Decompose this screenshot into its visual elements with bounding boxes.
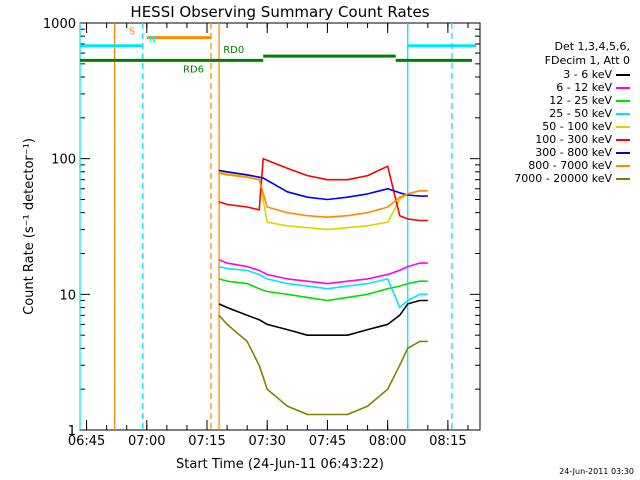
series-line	[218, 278, 428, 302]
footer-timestamp: 24-Jun-2011 03:30	[559, 467, 634, 476]
x-tick-label: 08:00	[369, 434, 406, 449]
legend-swatch	[616, 113, 630, 115]
y-tick-label: 10	[59, 288, 76, 303]
x-tick-label: 07:45	[309, 434, 346, 449]
series-line	[218, 265, 428, 309]
x-tick-label: 07:15	[188, 434, 225, 449]
legend-swatch	[616, 74, 630, 76]
legend-entry: 800 - 7000 keV	[490, 159, 630, 172]
legend-entry-label: 7000 - 20000 keV	[514, 172, 612, 185]
legend-entry: 3 - 6 keV	[490, 68, 630, 81]
legend-swatch	[616, 178, 630, 180]
attenuator-label: RD0	[223, 45, 244, 56]
legend-entry-label: 800 - 7000 keV	[528, 159, 612, 172]
legend-rows: 3 - 6 keV 6 - 12 keV 12 - 25 keV 25 - 50 ke…	[490, 68, 630, 185]
legend-entry: 6 - 12 keV	[490, 81, 630, 94]
series-line	[218, 169, 428, 201]
legend: Det 1,3,4,5,6, FDecim 1, Att 0 3 - 6 keV…	[490, 40, 630, 185]
legend-swatch	[616, 126, 630, 128]
legend-swatch	[616, 87, 630, 89]
y-axis-label: Count Rate (s⁻¹ detector⁻¹)	[22, 138, 37, 315]
attenuator-label: RD6	[183, 64, 204, 75]
series-line	[218, 157, 428, 222]
x-tick-label: 08:15	[429, 434, 466, 449]
y-tick-label: 1	[68, 424, 76, 439]
x-tick-label: 07:00	[128, 434, 165, 449]
legend-entry: 7000 - 20000 keV	[490, 172, 630, 185]
legend-entry-label: 50 - 100 keV	[542, 120, 612, 133]
legend-entry-label: 300 - 800 keV	[535, 146, 612, 159]
y-tick-label: 100	[51, 153, 76, 168]
legend-entry-label: 100 - 300 keV	[535, 133, 612, 146]
legend-swatch	[616, 100, 630, 102]
chart-title: HESSI Observing Summary Count Rates	[130, 3, 429, 21]
series-line	[218, 258, 428, 285]
legend-entry-label: 3 - 6 keV	[563, 68, 612, 81]
legend-entry: 12 - 25 keV	[490, 94, 630, 107]
series-line	[218, 314, 428, 416]
legend-entry-label: 12 - 25 keV	[549, 94, 612, 107]
legend-entry-label: 6 - 12 keV	[556, 81, 612, 94]
x-tick-label: 07:30	[248, 434, 285, 449]
attenuator-label: S	[129, 27, 135, 38]
legend-entry-label: 25 - 50 keV	[549, 107, 612, 120]
legend-header-line-2: FDecim 1, Att 0	[544, 54, 630, 67]
legend-swatch	[616, 152, 630, 154]
legend-entry: 100 - 300 keV	[490, 133, 630, 146]
series-line	[218, 299, 428, 337]
legend-swatch	[616, 165, 630, 167]
legend-entry: 25 - 50 keV	[490, 107, 630, 120]
attenuator-label: N	[149, 35, 156, 46]
plot-frame	[79, 22, 481, 431]
y-tick-label: 1000	[43, 17, 76, 32]
legend-swatch	[616, 139, 630, 141]
legend-header-line-1: Det 1,3,4,5,6,	[554, 40, 630, 53]
series-line	[218, 172, 428, 218]
x-axis-label: Start Time (24-Jun-11 06:43:22)	[176, 457, 384, 472]
legend-entry: 300 - 800 keV	[490, 146, 630, 159]
legend-entry: 50 - 100 keV	[490, 120, 630, 133]
x-tick-label: 06:45	[68, 434, 105, 449]
